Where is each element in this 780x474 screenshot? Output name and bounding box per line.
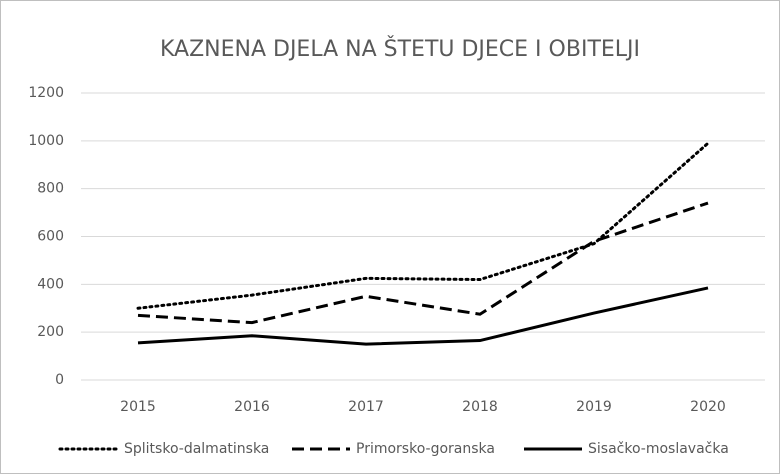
legend-label: Splitsko-dalmatinska [124, 441, 269, 457]
legend-label: Sisačko-moslavačka [588, 441, 729, 457]
x-tick-label: 2020 [690, 399, 726, 415]
x-tick-label: 2019 [576, 399, 612, 415]
x-tick-label: 2016 [234, 399, 270, 415]
y-tick-label: 200 [37, 324, 64, 340]
x-tick-label: 2018 [462, 399, 498, 415]
y-tick-label: 0 [55, 372, 64, 388]
y-tick-label: 1000 [28, 133, 64, 149]
y-tick-label: 800 [37, 181, 64, 197]
x-tick-label: 2017 [348, 399, 384, 415]
y-tick-label: 1200 [28, 85, 64, 101]
series-line [136, 141, 710, 310]
legend-label: Primorsko-goranska [356, 441, 495, 457]
y-tick-label: 400 [37, 276, 64, 292]
series-line [137, 201, 709, 325]
x-tick-label: 2015 [120, 399, 156, 415]
series-line [137, 286, 709, 346]
chart-title: KAZNENA DJELA NA ŠTETU DJECE I OBITELJI [160, 36, 640, 62]
y-tick-label: 600 [37, 229, 64, 245]
